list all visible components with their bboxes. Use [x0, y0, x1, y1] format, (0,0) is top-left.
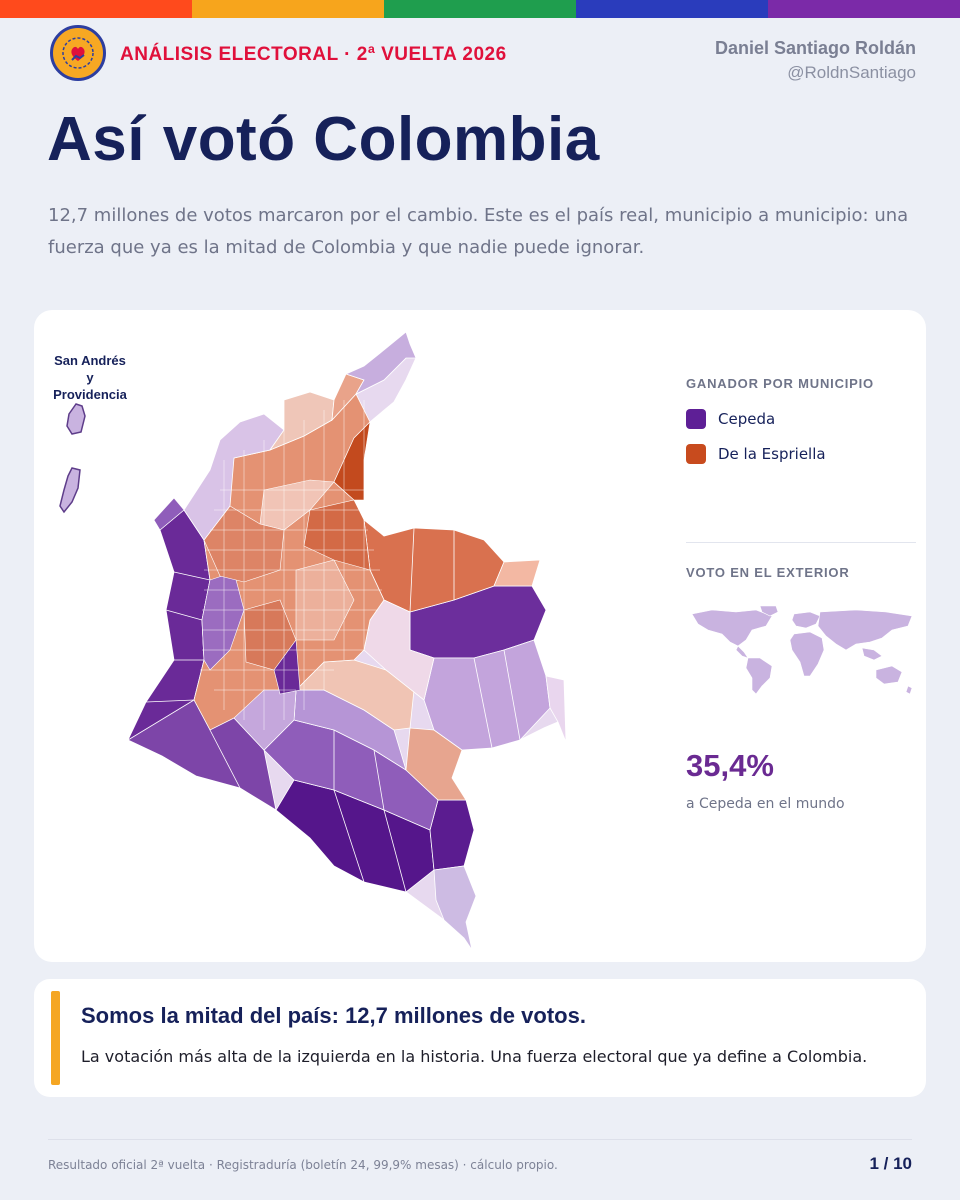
callout-body: La votación más alta de la izquierda en … — [81, 1047, 868, 1066]
world-se-asia — [861, 647, 883, 661]
island-providencia — [66, 403, 86, 435]
world-greenland — [759, 606, 779, 617]
stripe-red — [0, 0, 192, 18]
islands-label-line1: San Andrés — [54, 353, 126, 368]
world-australia — [875, 665, 903, 685]
municipal-borders — [200, 400, 382, 730]
stripe-purple — [768, 0, 960, 18]
legend-swatch-espriella — [686, 444, 706, 464]
campaign-logo — [50, 25, 106, 81]
world-asia — [817, 609, 913, 651]
islands-label-line2: y Providencia — [53, 370, 127, 402]
exterior-title: VOTO EN EL EXTERIOR — [686, 565, 850, 580]
author-handle: @RoldnSantiago — [787, 63, 916, 82]
world-map — [691, 606, 913, 695]
exterior-percentage: 35,4% — [686, 748, 774, 783]
legend-item-cepeda: Cepeda — [686, 409, 775, 429]
region-norte-santander — [333, 421, 371, 501]
region-amazonas-east — [429, 799, 475, 871]
colombia-map — [59, 331, 567, 951]
world-africa — [789, 631, 825, 677]
section-kicker: ANÁLISIS ELECTORAL · 2ª VUELTA 2026 — [120, 44, 507, 65]
island-san-andres — [59, 467, 81, 514]
legend-divider — [686, 542, 916, 543]
region-guainia-tip — [545, 675, 567, 743]
heart-hand-icon — [62, 37, 94, 69]
world-central-america — [735, 645, 749, 659]
legend-label-espriella: De la Espriella — [718, 445, 826, 463]
region-uraba — [153, 497, 185, 531]
page-indicator: 1 / 10 — [869, 1154, 912, 1173]
stripe-yellow — [192, 0, 384, 18]
author-name: Daniel Santiago Roldán — [714, 38, 916, 58]
region-vaupes — [405, 727, 467, 801]
highlight-callout: Somos la mitad del país: 12,7 millones d… — [34, 979, 926, 1097]
lede-paragraph: 12,7 millones de votos marcaron por el c… — [48, 205, 909, 258]
world-south-america — [745, 657, 773, 695]
color-stripe-bar — [0, 0, 960, 18]
region-arauca-east — [493, 559, 541, 587]
map-card: San Andrés y Providencia GANADOR POR MUN… — [34, 310, 926, 962]
callout-headline: Somos la mitad del país: 12,7 millones d… — [81, 1003, 586, 1028]
legend-label-cepeda: Cepeda — [718, 410, 776, 428]
callout-accent-bar — [51, 991, 60, 1085]
region-trapecio — [433, 865, 477, 951]
region-huila — [233, 689, 297, 751]
stripe-blue — [576, 0, 768, 18]
region-guajira — [344, 331, 417, 395]
legend-swatch-cepeda — [686, 409, 706, 429]
legend-item-espriella: De la Espriella — [686, 444, 826, 464]
source-note: Resultado oficial 2ª vuelta · Registradu… — [48, 1158, 558, 1172]
region-caribe-mid — [268, 391, 335, 451]
world-nz — [905, 685, 913, 695]
islands-label: San Andrés y Providencia — [50, 352, 130, 403]
footer-divider — [48, 1139, 912, 1140]
region-guainia — [423, 639, 551, 751]
world-europe — [791, 611, 821, 629]
world-north-america — [691, 609, 773, 647]
exterior-subtitle: a Cepeda en el mundo — [686, 796, 845, 812]
stripe-green — [384, 0, 576, 18]
page-title: Así votó Colombia — [47, 105, 600, 174]
author-block: Daniel Santiago Roldán @RoldnSantiago — [715, 38, 916, 83]
legend-title: GANADOR POR MUNICIPIO — [686, 376, 874, 391]
